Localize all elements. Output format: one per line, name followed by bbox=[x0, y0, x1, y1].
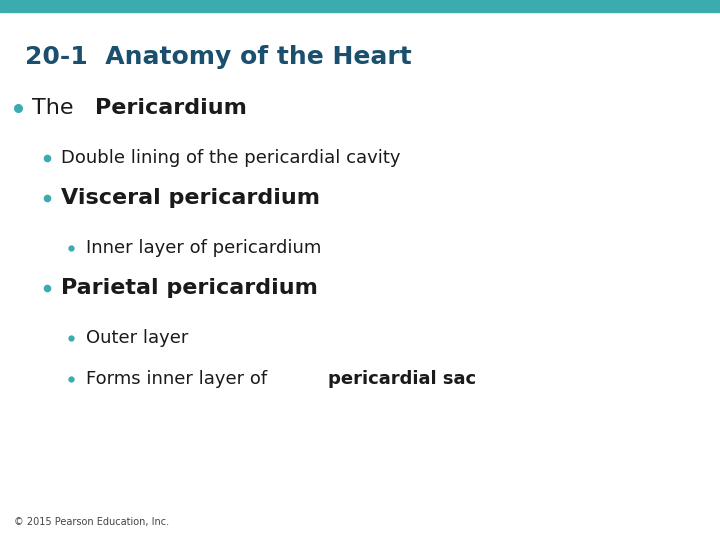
Text: Parietal pericardium: Parietal pericardium bbox=[61, 278, 318, 299]
Text: © 2015 Pearson Education, Inc.: © 2015 Pearson Education, Inc. bbox=[14, 516, 169, 526]
Text: Visceral pericardium: Visceral pericardium bbox=[61, 188, 320, 208]
Text: The: The bbox=[32, 98, 81, 118]
Bar bbox=[0, 0, 720, 12]
Text: 20-1  Anatomy of the Heart: 20-1 Anatomy of the Heart bbox=[25, 45, 412, 69]
Text: Forms inner layer of: Forms inner layer of bbox=[86, 369, 274, 388]
Text: Pericardium: Pericardium bbox=[95, 98, 247, 118]
Text: pericardial sac: pericardial sac bbox=[328, 369, 476, 388]
Text: Inner layer of pericardium: Inner layer of pericardium bbox=[86, 239, 322, 257]
Text: Outer layer: Outer layer bbox=[86, 329, 189, 347]
Text: Double lining of the pericardial cavity: Double lining of the pericardial cavity bbox=[61, 148, 401, 167]
